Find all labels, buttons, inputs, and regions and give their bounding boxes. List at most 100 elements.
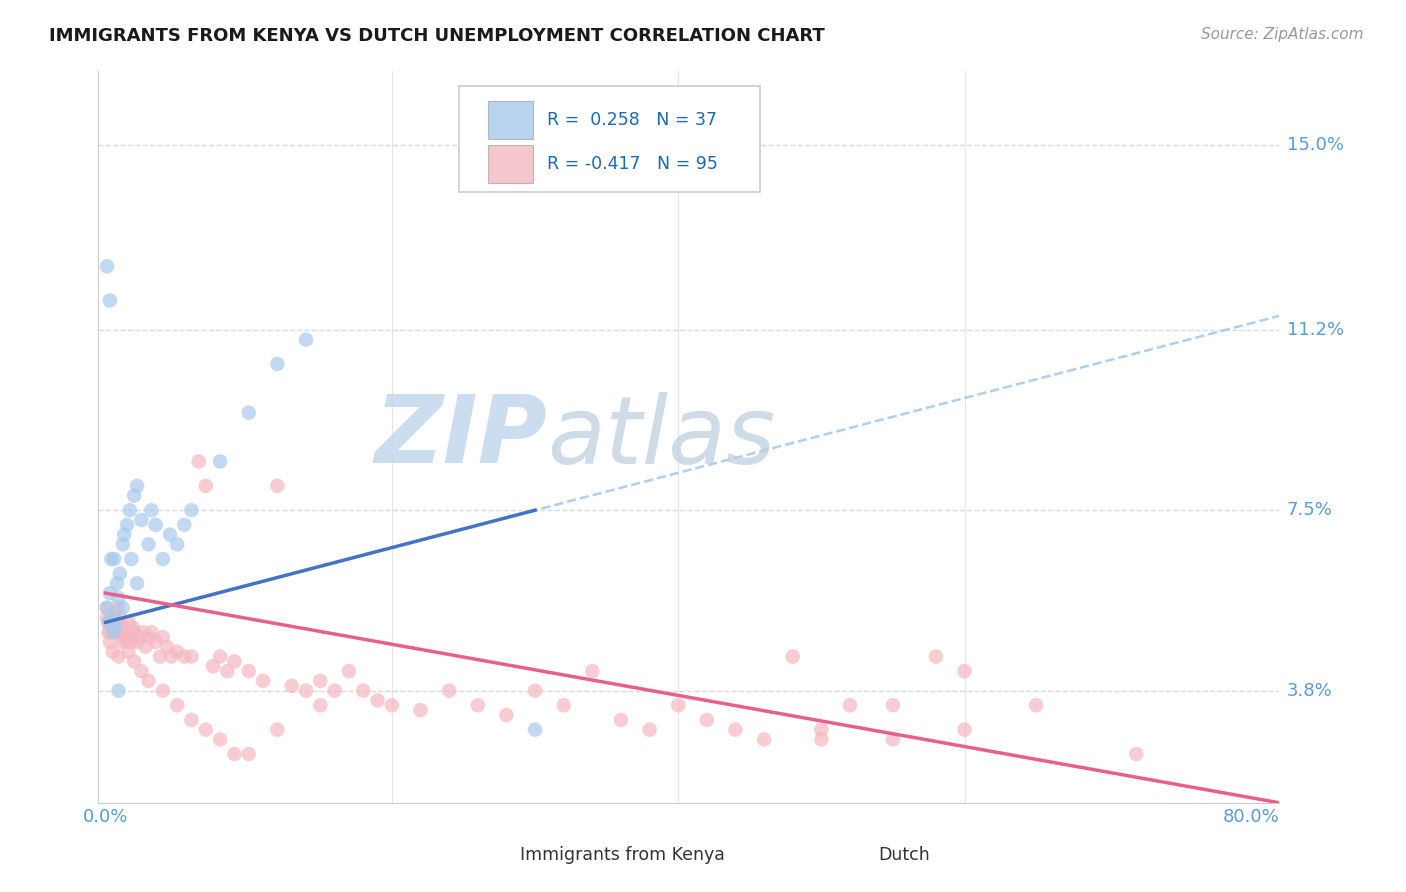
Point <box>238 406 260 420</box>
Point <box>160 649 183 664</box>
Point <box>118 503 141 517</box>
Point <box>108 566 131 581</box>
Point <box>141 503 163 517</box>
Point <box>173 649 195 664</box>
Point <box>152 630 174 644</box>
Point <box>111 635 134 649</box>
Point <box>135 640 157 654</box>
Point <box>409 703 432 717</box>
Point <box>117 645 139 659</box>
Point <box>97 615 120 630</box>
Point <box>209 649 232 664</box>
Point <box>105 576 128 591</box>
Point <box>129 630 152 644</box>
Point <box>100 610 122 624</box>
Point <box>121 620 143 634</box>
Point <box>166 698 188 713</box>
Point <box>610 713 633 727</box>
Point <box>131 664 153 678</box>
FancyBboxPatch shape <box>458 86 759 192</box>
Point <box>166 645 188 659</box>
Point <box>101 645 124 659</box>
Point <box>96 610 118 624</box>
Point <box>125 635 148 649</box>
Point <box>1025 698 1047 713</box>
Point <box>152 552 174 566</box>
Point <box>97 625 120 640</box>
Text: Immigrants from Kenya: Immigrants from Kenya <box>520 847 725 864</box>
Point <box>266 479 288 493</box>
Point <box>217 664 239 678</box>
Point <box>352 683 374 698</box>
Point <box>180 649 202 664</box>
Point <box>839 698 862 713</box>
Point <box>138 537 160 551</box>
Point <box>107 600 129 615</box>
Point <box>103 552 125 566</box>
Point <box>638 723 661 737</box>
Point <box>882 732 904 747</box>
Point <box>309 698 332 713</box>
Point <box>238 747 260 761</box>
Point <box>782 649 804 664</box>
Bar <box>488 102 533 139</box>
Point <box>100 552 122 566</box>
Point <box>122 489 145 503</box>
Point <box>145 517 167 532</box>
Point <box>581 664 603 678</box>
Point <box>280 679 302 693</box>
Point <box>120 552 142 566</box>
Text: atlas: atlas <box>547 392 776 483</box>
Point <box>115 517 138 532</box>
Point <box>104 620 127 634</box>
Point <box>96 600 118 615</box>
Text: R =  0.258   N = 37: R = 0.258 N = 37 <box>547 112 717 129</box>
Point <box>173 517 195 532</box>
Point <box>112 620 135 634</box>
Point <box>110 620 132 634</box>
Point <box>107 591 129 605</box>
Point <box>118 625 141 640</box>
Point <box>309 673 332 688</box>
Point <box>96 600 118 615</box>
Point <box>125 576 148 591</box>
Point <box>882 698 904 713</box>
Point <box>122 654 145 668</box>
Point <box>131 513 153 527</box>
Point <box>1125 747 1147 761</box>
Point <box>98 635 121 649</box>
Point <box>953 723 976 737</box>
Point <box>120 635 142 649</box>
Point <box>112 527 135 541</box>
Text: R = -0.417   N = 95: R = -0.417 N = 95 <box>547 154 718 172</box>
Point <box>224 747 246 761</box>
Point <box>201 659 224 673</box>
Point <box>138 630 160 644</box>
Point <box>696 713 718 727</box>
Point <box>149 649 172 664</box>
Point <box>156 640 179 654</box>
Point <box>194 479 217 493</box>
Point <box>101 625 124 640</box>
Point <box>187 454 209 468</box>
Point <box>108 610 131 624</box>
Point <box>98 293 121 308</box>
Point <box>437 683 460 698</box>
Point <box>104 625 127 640</box>
Text: 7.5%: 7.5% <box>1286 501 1333 519</box>
Point <box>381 698 404 713</box>
Point <box>180 713 202 727</box>
Point <box>107 683 129 698</box>
Point <box>152 683 174 698</box>
Point <box>295 683 318 698</box>
Point <box>103 610 125 624</box>
Point <box>114 625 136 640</box>
Point <box>105 625 128 640</box>
Point <box>238 664 260 678</box>
Point <box>495 708 517 723</box>
Point <box>295 333 318 347</box>
Point <box>101 620 124 634</box>
Text: IMMIGRANTS FROM KENYA VS DUTCH UNEMPLOYMENT CORRELATION CHART: IMMIGRANTS FROM KENYA VS DUTCH UNEMPLOYM… <box>49 27 825 45</box>
Point <box>224 654 246 668</box>
Point <box>122 625 145 640</box>
